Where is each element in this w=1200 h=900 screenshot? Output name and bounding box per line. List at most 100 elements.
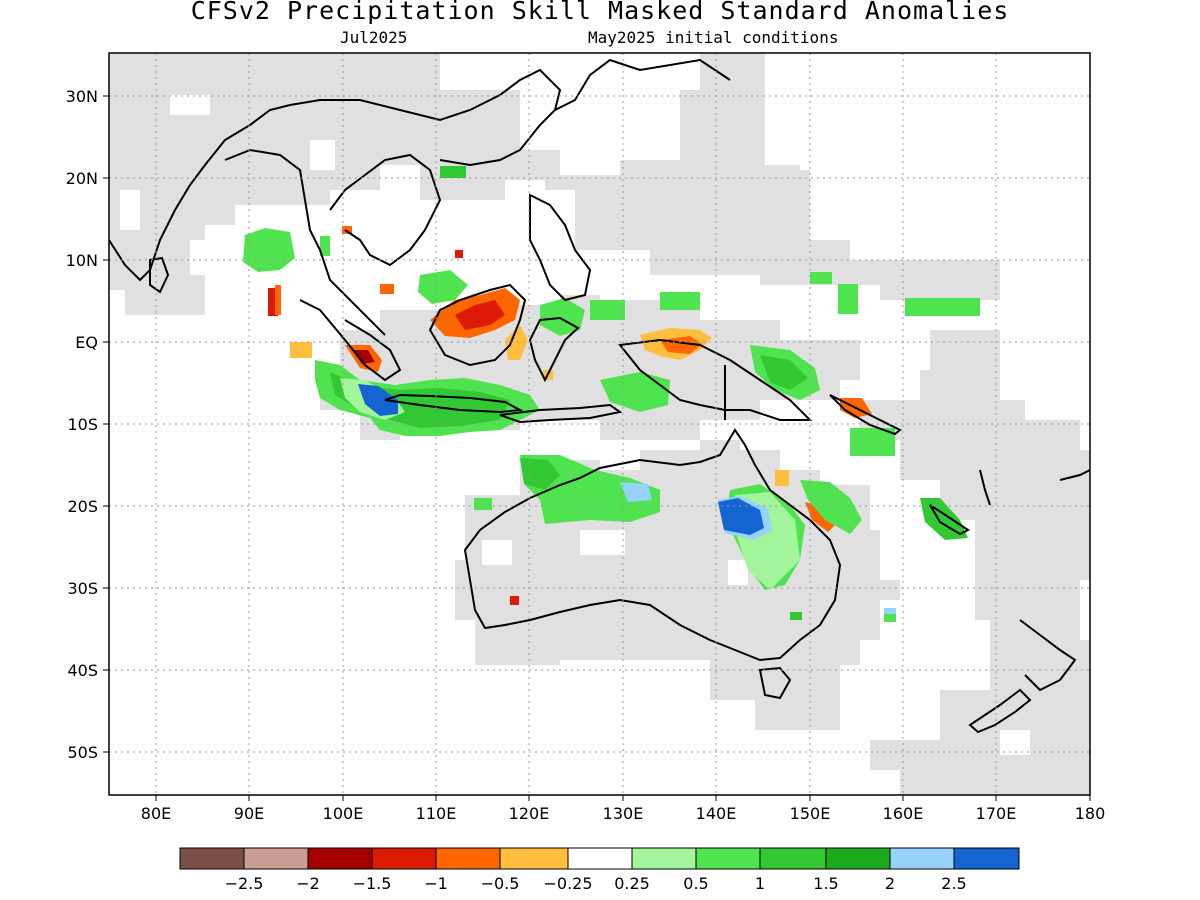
colorbar-swatch (307, 847, 373, 870)
wet-png-south (850, 428, 895, 456)
x-tick-label: 180 (1075, 804, 1106, 823)
y-tick-label: 40S (67, 661, 98, 680)
dry-qld-small (775, 470, 789, 486)
x-tick-label: 160E (883, 804, 924, 823)
y-tick-label: 30S (67, 579, 98, 598)
colorbar-swatch (695, 847, 761, 870)
coastlines (109, 58, 1090, 734)
wet-south-china (418, 270, 468, 304)
grid-lines (109, 53, 1090, 795)
coast-png (618, 338, 813, 421)
colorbar-swatch (243, 847, 309, 870)
wet-mindanao (590, 300, 625, 320)
dry-sumatra-core (352, 350, 375, 364)
coast-nz-north (1019, 619, 1077, 692)
colorbar-label: −2.5 (225, 874, 264, 893)
colorbar-swatch (953, 847, 1020, 870)
dry-andaman-edge (275, 285, 281, 315)
dry-west-sumatra (290, 342, 312, 358)
x-tick-label: 80E (141, 804, 171, 823)
coast-borneo (428, 283, 527, 367)
colorbar-label: 2 (885, 874, 895, 893)
colorbar-swatch (567, 847, 633, 870)
colorbar-swatch (435, 847, 501, 870)
colorbar-swatch (825, 847, 891, 870)
colorbar-label: 2.5 (941, 874, 966, 893)
colorbar-label: 0.25 (614, 874, 650, 893)
y-tick-label: 20N (66, 169, 98, 188)
coast-china (289, 68, 562, 167)
coast-nz-south (968, 688, 1032, 734)
wet-pacific-2 (838, 284, 858, 314)
colorbar-label: −1.5 (353, 874, 392, 893)
chart-title: CFSv2 Precipitation Skill Masked Standar… (190, 0, 1010, 25)
coast-korea-japan (554, 58, 731, 111)
x-tick-label: 170E (976, 804, 1017, 823)
wet-nw-aus-dark (520, 458, 560, 490)
colorbar-swatch (179, 847, 245, 870)
wet-pacific-3 (810, 272, 832, 284)
y-tick-label: EQ (75, 333, 98, 352)
coast-australia (463, 428, 842, 662)
x-tick-label: 110E (416, 804, 457, 823)
colorbar-label: 1 (755, 874, 765, 893)
dry-thailand (342, 226, 352, 234)
wet-kimberley-blue (620, 482, 652, 502)
dry-andaman (268, 288, 278, 316)
dry-wa (510, 596, 519, 605)
y-tick-label: 30N (66, 87, 98, 106)
mask-asia (109, 53, 1000, 315)
wet-timor (474, 498, 492, 510)
wet-pacific-5 (440, 166, 466, 178)
wet-qld-blue (718, 498, 764, 535)
y-tick-marks (103, 95, 109, 753)
y-tick-label: 50S (67, 743, 98, 762)
colorbar-swatch (889, 847, 955, 870)
x-tick-marks (155, 795, 1091, 801)
x-tick-label: 150E (790, 804, 831, 823)
wet-sunda-blue (358, 384, 398, 416)
coast-indochina (329, 153, 442, 267)
initial-conditions: May2025 initial conditions (588, 28, 839, 47)
colorbar-swatch (759, 847, 827, 870)
colorbar-label: −0.5 (481, 874, 520, 893)
coast-vanuatu (979, 469, 991, 506)
colorbar-label: 0.5 (683, 874, 708, 893)
coast-java (384, 393, 524, 414)
x-tick-label: 120E (509, 804, 550, 823)
coast-fiji (1059, 469, 1090, 481)
coast-philippines (529, 193, 592, 302)
dry-qld-coast (805, 502, 835, 532)
wet-banda (600, 372, 670, 412)
wet-pacific-4 (660, 292, 700, 310)
anomaly-patches (243, 166, 980, 622)
wet-sumatra-n (320, 236, 330, 256)
colorbar-swatch (371, 847, 437, 870)
wet-solomon-2 (760, 355, 808, 390)
wet-nz-north (884, 612, 896, 622)
coast-timor (499, 403, 623, 424)
x-tick-label: 100E (323, 804, 364, 823)
wet-pacific-1 (905, 298, 980, 316)
wet-tas (790, 612, 802, 620)
dry-kalimantan-west (380, 284, 394, 294)
coast-new-caledonia (929, 504, 970, 536)
wet-nz-north-blue (884, 608, 896, 614)
x-tick-labels: 80E 90E 100E 110E 120E 130E 140E 150E 16… (141, 804, 1106, 823)
y-tick-label: 10S (67, 415, 98, 434)
x-tick-label: 90E (234, 804, 264, 823)
y-tick-label: 10N (66, 251, 98, 270)
dry-borneo-core (455, 300, 505, 330)
y-tick-label: 20S (67, 497, 98, 516)
coast-solomons (829, 394, 902, 436)
x-tick-label: 130E (603, 804, 644, 823)
coast-sumatra (299, 299, 402, 382)
coast-sulawesi (528, 316, 580, 383)
white-holes (120, 95, 1030, 755)
coast-sri-lanka (149, 256, 170, 294)
colorbar-label: −1 (424, 874, 448, 893)
colorbar-label: −2 (296, 874, 320, 893)
colorbar-label: 1.5 (813, 874, 838, 893)
colorbar-swatch (499, 847, 569, 870)
